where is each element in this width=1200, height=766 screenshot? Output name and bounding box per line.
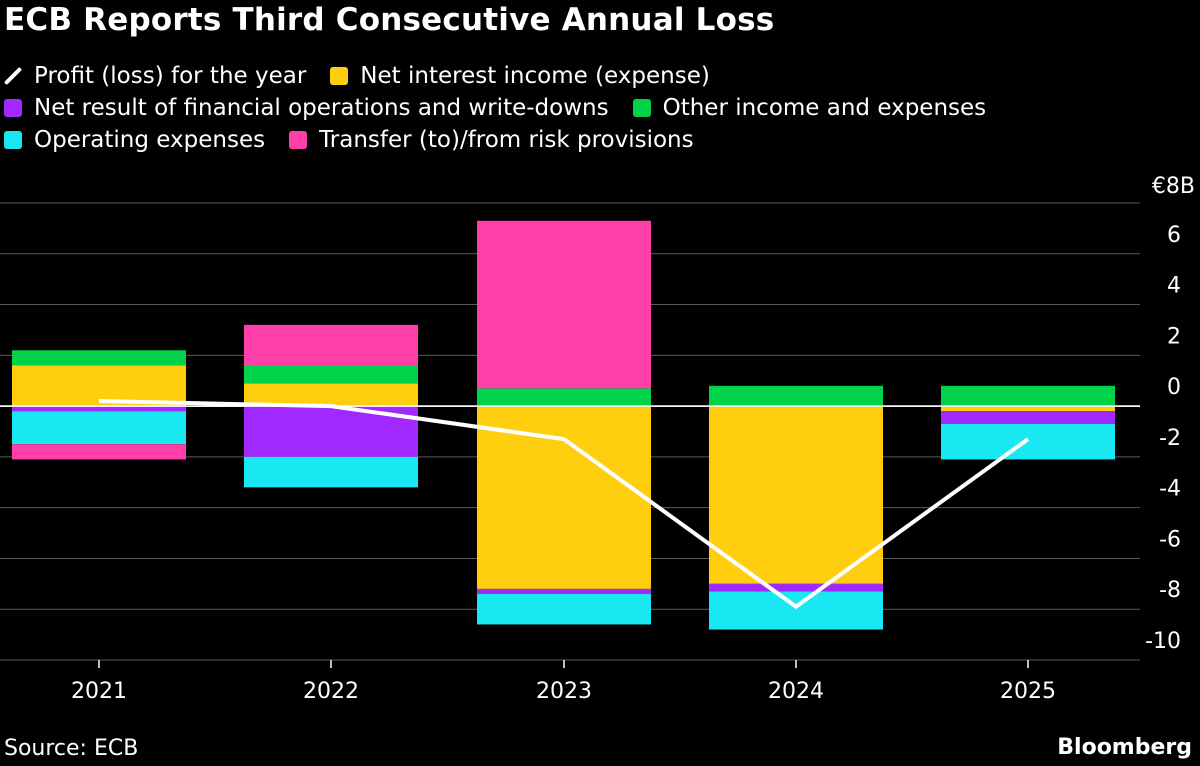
legend-item-other-income: Other income and expenses (632, 95, 987, 121)
bar-segment (709, 385, 883, 407)
legend-label: Net result of financial operations and w… (34, 95, 609, 121)
square-icon (632, 99, 651, 117)
bar-segment (244, 365, 418, 384)
x-tick-label: 2022 (303, 679, 359, 704)
bar-segment (941, 385, 1115, 407)
bar-segment (477, 388, 651, 407)
bar-segment (941, 406, 1115, 412)
source-note: Source: ECB (4, 736, 139, 761)
bar-segment (244, 383, 418, 407)
chart-title: ECB Reports Third Consecutive Annual Los… (4, 2, 775, 38)
bar-segment (477, 220, 651, 389)
y-tick-label: 6 (1167, 223, 1181, 248)
y-tick-label: -6 (1159, 527, 1181, 552)
legend-label: Other income and expenses (662, 95, 987, 121)
legend: Profit (loss) for the year Net interest … (4, 60, 1010, 156)
legend-label: Operating expenses (34, 127, 266, 153)
bar-segment (12, 350, 186, 366)
bar-segment (12, 411, 186, 445)
legend-row: Operating expenses Transfer (to)/from ri… (4, 124, 1010, 156)
legend-label: Profit (loss) for the year (34, 63, 307, 89)
y-tick-label: 0 (1167, 375, 1181, 400)
x-tick-label: 2023 (536, 679, 592, 704)
bar-segment (709, 406, 883, 584)
bar-segment (941, 411, 1115, 424)
bar-segment (244, 324, 418, 366)
brand-logo: Bloomberg (1057, 735, 1192, 760)
bar-segment (477, 593, 651, 625)
legend-row: Net result of financial operations and w… (4, 92, 1010, 124)
bar-segment (12, 406, 186, 412)
y-tick-label: 4 (1167, 274, 1181, 299)
square-icon (289, 131, 308, 149)
x-tick-label: 2024 (768, 679, 824, 704)
legend-item-profit: Profit (loss) for the year (4, 63, 306, 89)
bar-segment (477, 406, 651, 589)
bar-segment (709, 583, 883, 592)
legend-item-risk-provisions: Transfer (to)/from risk provisions (289, 127, 694, 153)
y-tick-label: 2 (1167, 324, 1181, 349)
legend-item-net-interest: Net interest income (expense) (330, 63, 710, 89)
square-icon (330, 67, 349, 85)
y-tick-label: -8 (1159, 578, 1181, 603)
bar-segment (12, 365, 186, 407)
bar-segment (477, 588, 651, 594)
legend-item-operating-expenses: Operating expenses (4, 127, 265, 153)
square-icon (4, 131, 22, 149)
bar-segment (12, 444, 186, 460)
legend-label: Transfer (to)/from risk provisions (319, 127, 694, 153)
legend-label: Net interest income (expense) (360, 63, 710, 89)
square-icon (4, 99, 22, 117)
x-tick-label: 2021 (71, 679, 127, 704)
y-tick-label: -10 (1145, 629, 1181, 654)
y-unit-label: €8B (1152, 174, 1195, 199)
legend-item-financial-ops: Net result of financial operations and w… (4, 95, 609, 121)
bar-segment (244, 456, 418, 488)
legend-row: Profit (loss) for the year Net interest … (4, 60, 1010, 92)
bar-segment (941, 423, 1115, 460)
bar-segment (709, 591, 883, 630)
x-tick-label: 2025 (1000, 679, 1056, 704)
y-tick-label: -2 (1159, 426, 1181, 451)
y-tick-label: -4 (1159, 477, 1181, 502)
